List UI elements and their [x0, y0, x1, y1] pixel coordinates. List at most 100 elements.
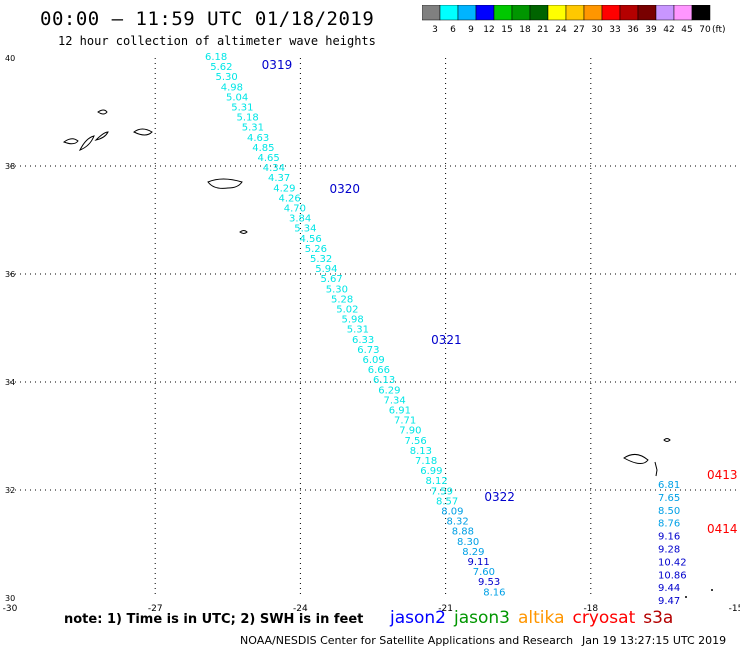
swh-value: 7.34: [384, 395, 406, 406]
lat-tick-label: 32: [5, 486, 15, 495]
swh-value: 6.18: [205, 52, 227, 63]
swh-value: 6.81: [658, 480, 680, 491]
island-outline: [62, 138, 79, 145]
swh-value: 4.26: [279, 193, 301, 204]
legend-label: 33: [609, 25, 620, 35]
pass-label: 0322: [484, 490, 515, 504]
swh-value: 5.31: [242, 123, 264, 134]
island-dot: [685, 596, 687, 598]
swh-value: 8.32: [447, 517, 469, 528]
swh-value: 5.28: [331, 294, 353, 305]
swh-value: 8.13: [410, 446, 432, 457]
legend-label: 21: [537, 25, 548, 35]
lon-tick-label: -15: [729, 604, 740, 612]
swh-value: 6.91: [389, 406, 411, 417]
swh-value: 7.90: [399, 426, 421, 437]
legend-label: 18: [519, 25, 531, 35]
island-outline: [239, 230, 248, 234]
swh-value: 10.42: [658, 557, 687, 568]
lat-tick-label: 38: [5, 162, 15, 171]
swh-value: 5.94: [315, 264, 337, 275]
swh-value: 6.29: [378, 385, 400, 396]
legend-label: 27: [573, 25, 584, 35]
swh-value: 8.57: [436, 496, 458, 507]
swh-value: 8.09: [441, 507, 463, 518]
legend-label: 39: [645, 25, 657, 35]
note-text: note: 1) Time is in UTC; 2) SWH is in fe…: [64, 612, 364, 627]
legend-label: 70: [699, 25, 711, 35]
lon-tick-label: -30: [3, 604, 18, 612]
pass-label: 0321: [431, 333, 462, 347]
pass-label: 0414: [707, 522, 738, 536]
swh-value: 4.29: [273, 183, 295, 194]
swh-value: 4.63: [247, 133, 269, 144]
swh-value: 6.99: [420, 466, 442, 477]
lon-tick-label: -21: [438, 604, 453, 612]
page-subtitle: 12 hour collection of altimeter wave hei…: [58, 34, 376, 48]
pass-label: 0413: [707, 468, 738, 482]
legend-label: 45: [681, 25, 692, 35]
legend-label: 6: [450, 25, 456, 35]
island-outline: [663, 438, 671, 442]
island-dot: [711, 589, 713, 591]
swh-value: 7.18: [415, 456, 437, 467]
swh-value: 8.88: [452, 527, 474, 538]
island-outline: [97, 109, 108, 115]
wave-height-map: -30-27-24-21-18-153032343638406.185.625.…: [3, 52, 740, 612]
island-outline: [623, 454, 649, 464]
swh-value: 9.11: [468, 557, 490, 568]
pass-label: 0319: [262, 58, 293, 72]
swh-value: 5.31: [347, 325, 369, 336]
swh-value: 8.29: [462, 547, 484, 558]
swh-value: 4.70: [284, 204, 306, 215]
swh-value: 9.16: [658, 532, 680, 543]
swh-value: 5.18: [237, 113, 259, 124]
island-outline: [133, 128, 153, 136]
swh-value: 5.30: [326, 284, 348, 295]
pass-label: 0320: [329, 182, 360, 196]
swh-value: 4.34: [263, 163, 285, 174]
mission-jason2: jason2: [390, 608, 446, 628]
swh-value: 5.32: [310, 254, 332, 265]
swh-value: 9.47: [658, 596, 680, 607]
swh-value: 5.34: [294, 224, 316, 235]
page-title: 00:00 – 11:59 UTC 01/18/2019: [40, 8, 375, 30]
swh-value: 4.85: [252, 143, 274, 154]
swh-value: 5.67: [321, 274, 343, 285]
swh-value: 7.59: [431, 486, 453, 497]
island-outline: [207, 178, 243, 189]
lat-tick-label: 40: [5, 54, 15, 63]
swh-value: 10.86: [658, 570, 687, 581]
island-outline: [78, 135, 95, 151]
swh-value: 6.09: [363, 355, 385, 366]
lon-tick-label: -27: [148, 604, 163, 612]
legend-label: 12: [483, 25, 494, 35]
lat-tick-label: 34: [5, 378, 15, 387]
legend-label: 9: [468, 25, 474, 35]
swh-value: 8.76: [658, 519, 680, 530]
lon-tick-label: -24: [293, 604, 308, 612]
swh-value: 5.04: [226, 92, 248, 103]
mission-cryosat: cryosat: [572, 608, 636, 628]
swh-value: 8.50: [658, 506, 680, 517]
legend-label: 3: [432, 25, 438, 35]
swh-value: 9.28: [658, 545, 680, 556]
swh-value: 5.98: [342, 315, 364, 326]
legend-swatch: [691, 5, 711, 21]
timestamp-text: Jan 19 13:27:15 UTC 2019: [582, 634, 727, 647]
swh-value: 6.73: [357, 345, 379, 356]
swh-value: 5.30: [216, 72, 238, 83]
swh-value: 4.98: [221, 82, 243, 93]
swh-value: 4.37: [268, 173, 290, 184]
island-outline: [654, 461, 658, 477]
lon-tick-label: -18: [583, 604, 598, 612]
swh-value: 4.56: [300, 234, 322, 245]
mission-jason3: jason3: [454, 608, 510, 628]
swh-value: 3.84: [289, 214, 311, 225]
mission-s3a: s3a: [643, 608, 674, 628]
island-outline: [94, 131, 109, 141]
swh-value: 7.60: [473, 567, 495, 578]
legend-label: 36: [627, 25, 639, 35]
swh-value: 8.12: [426, 476, 448, 487]
swh-value: 7.56: [405, 436, 427, 447]
